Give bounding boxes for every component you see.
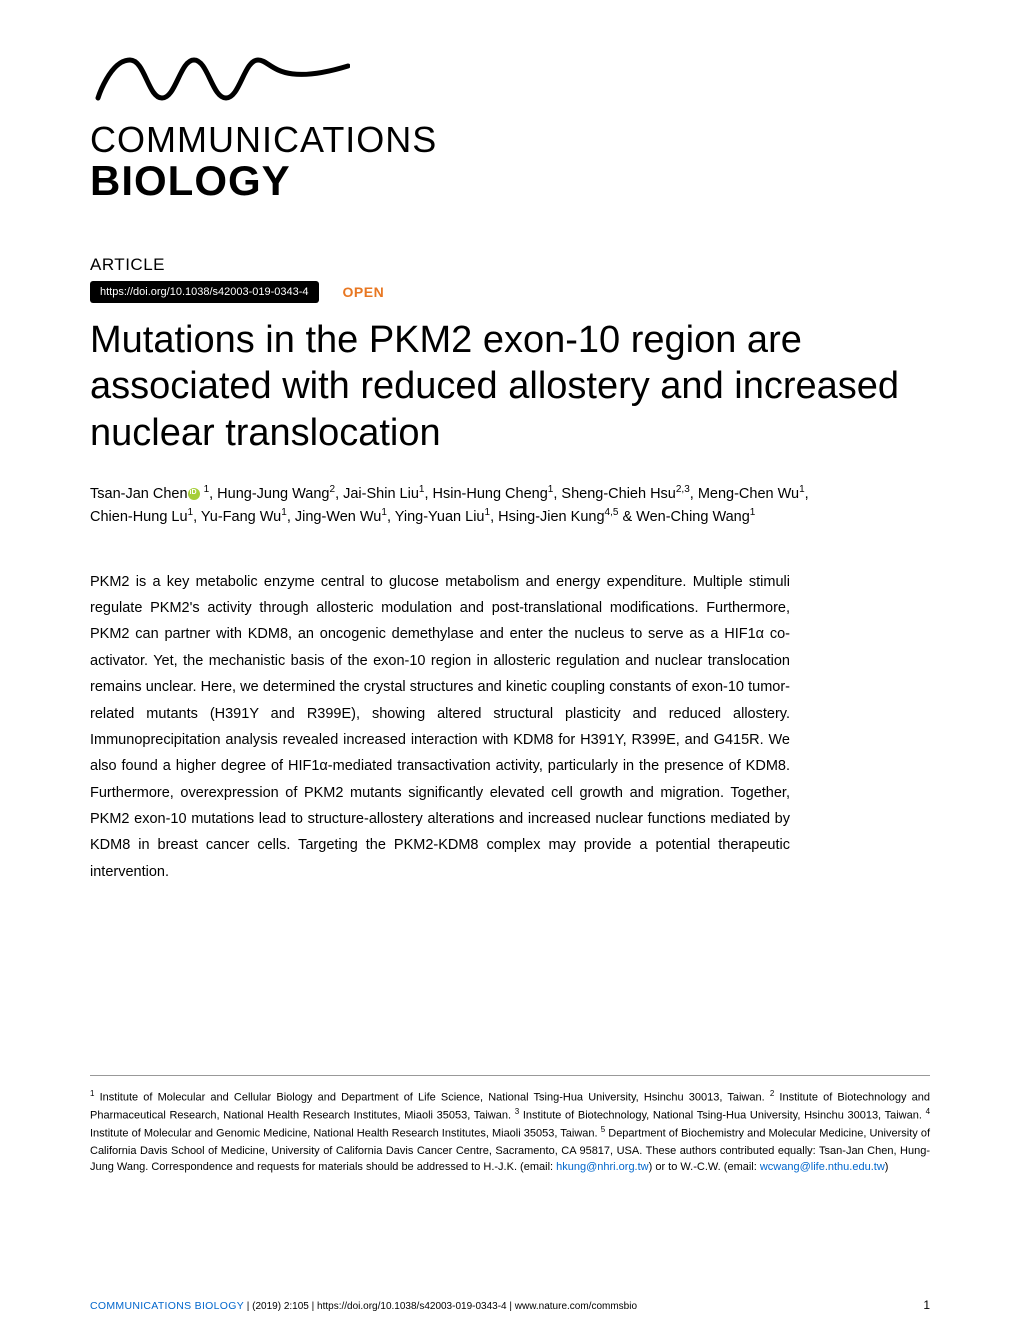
author-list: Tsan-Jan Chen 1, Hung-Jung Wang2, Jai-Sh…	[90, 482, 930, 529]
affiliation-1: Institute of Molecular and Cellular Biol…	[100, 1092, 765, 1104]
article-type-label: ARTICLE	[90, 255, 930, 275]
journal-name-line2: BIOLOGY	[90, 157, 930, 205]
footer-citation: | (2019) 2:105 | https://doi.org/10.1038…	[247, 1301, 637, 1312]
affiliation-4: Institute of Molecular and Genomic Medic…	[90, 1128, 598, 1140]
affiliation-3: Institute of Biotechnology, National Tsi…	[523, 1110, 922, 1122]
journal-logo: COMMUNICATIONS BIOLOGY	[90, 48, 930, 205]
logo-swoosh-icon	[90, 48, 930, 111]
article-title: Mutations in the PKM2 exon-10 region are…	[90, 317, 930, 456]
author-names-cont: 1, Hung-Jung Wang2, Jai-Shin Liu1, Hsin-…	[200, 486, 809, 502]
footer-journal: COMMUNICATIONS BIOLOGY	[90, 1300, 244, 1312]
doi-link[interactable]: https://doi.org/10.1038/s42003-019-0343-…	[90, 281, 319, 303]
open-access-badge: OPEN	[343, 284, 385, 300]
page-footer: COMMUNICATIONS BIOLOGY | (2019) 2:105 | …	[90, 1298, 930, 1312]
footer-left-group: COMMUNICATIONS BIOLOGY | (2019) 2:105 | …	[90, 1300, 637, 1312]
correspondence-post: )	[885, 1161, 889, 1173]
journal-name-line1: COMMUNICATIONS	[90, 119, 930, 161]
corresponding-email-2[interactable]: wcwang@life.nthu.edu.tw	[760, 1161, 885, 1173]
abstract-text: PKM2 is a key metabolic enzyme central t…	[90, 569, 790, 886]
author-names-line2: Chien-Hung Lu1, Yu-Fang Wu1, Jing-Wen Wu…	[90, 509, 755, 525]
corresponding-email-1[interactable]: hkung@nhri.org.tw	[556, 1161, 649, 1173]
article-page: COMMUNICATIONS BIOLOGY ARTICLE https://d…	[0, 0, 1020, 1206]
doi-row: https://doi.org/10.1038/s42003-019-0343-…	[90, 281, 930, 303]
correspondence-pre: Correspondence and requests for material…	[151, 1161, 556, 1173]
orcid-icon[interactable]	[188, 488, 200, 500]
correspondence-mid: ) or to W.-C.W. (email:	[649, 1161, 760, 1173]
page-number: 1	[923, 1298, 930, 1312]
author-name: Tsan-Jan Chen	[90, 486, 188, 502]
affiliations-block: 1 Institute of Molecular and Cellular Bi…	[90, 1075, 930, 1175]
